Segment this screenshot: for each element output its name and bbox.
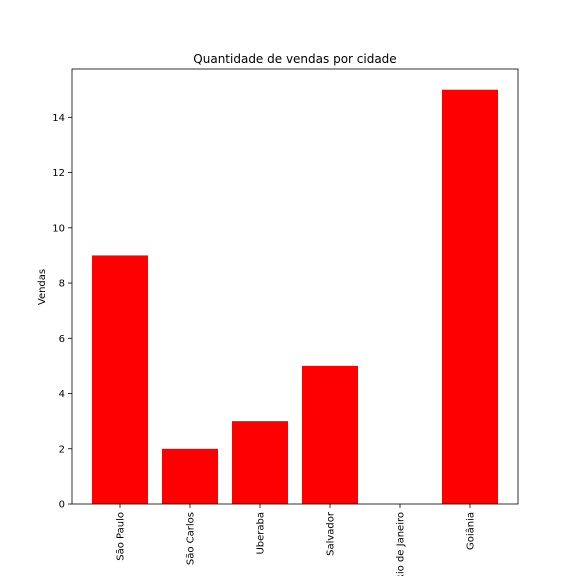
bars-group: [92, 89, 498, 504]
x-tick-label: Salvador: [326, 511, 337, 556]
bar: [442, 89, 498, 504]
x-tick-label: Goiânia: [465, 512, 477, 550]
y-axis-ticks: 0 2 4 6 8 10 12 14: [52, 113, 72, 511]
y-tick-label: 8: [59, 279, 65, 290]
chart-title: Quantidade de vendas por cidade: [193, 52, 396, 66]
bar: [162, 448, 218, 504]
x-tick-label: Rio de Janeiro: [396, 512, 407, 576]
plot-frame: [71, 68, 519, 505]
y-tick-label: 0: [59, 500, 65, 511]
y-tick-label: 2: [59, 444, 65, 455]
x-axis-ticks: São Paulo São Carlos Uberaba Salvador Rio de…: [116, 504, 477, 576]
y-tick-label: 12: [52, 168, 65, 179]
bar: [92, 255, 148, 504]
y-axis-label: Vendas: [37, 269, 48, 305]
bar: [232, 421, 288, 504]
bar: [302, 365, 358, 504]
y-tick-label: 14: [52, 113, 65, 124]
y-tick-label: 6: [59, 334, 65, 345]
x-tick-label: São Paulo: [116, 512, 127, 561]
y-tick-label: 4: [59, 389, 65, 400]
x-tick-label: São Carlos: [186, 512, 197, 565]
y-tick-label: 10: [52, 223, 65, 234]
x-tick-label: Uberaba: [256, 512, 267, 555]
